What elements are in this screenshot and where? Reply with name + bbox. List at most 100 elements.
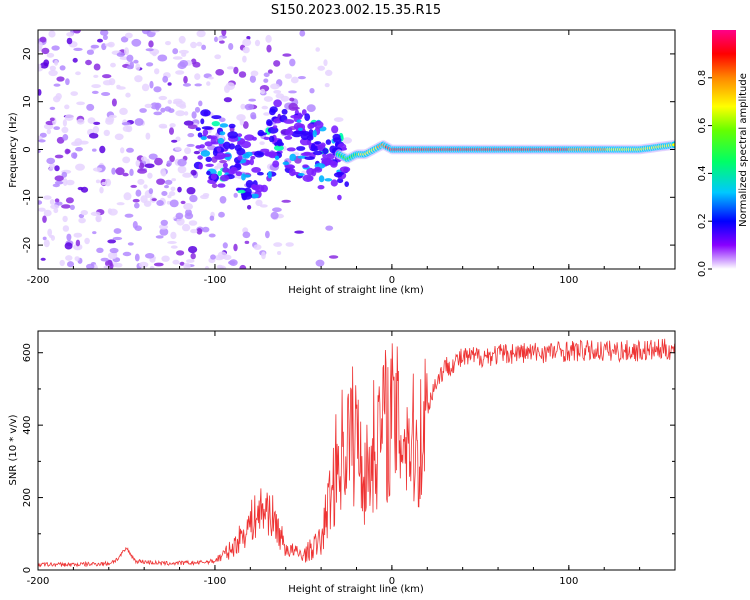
- heatmap-noise-cell: [54, 198, 60, 203]
- snr-axes: -200 -100 0 100 0 200 400 600: [22, 331, 676, 587]
- heatmap-y-tick-label: 10: [22, 95, 33, 108]
- heatmap-noise-cell: [53, 126, 60, 130]
- heatmap-signal-cell: [281, 108, 288, 115]
- heatmap-noise-cell: [216, 162, 224, 169]
- heatmap-noise-cell: [177, 158, 187, 167]
- heatmap-signal-cell: [267, 126, 279, 134]
- heatmap-noise-cell: [122, 125, 131, 132]
- heatmap-y-axis-label: Frequency (Hz): [8, 112, 19, 188]
- heatmap-noise-cell: [134, 75, 143, 83]
- heatmap-noise-cell: [317, 65, 326, 71]
- heatmap-noise-cell: [209, 215, 215, 221]
- heatmap-y-tick-label: 0: [22, 146, 33, 152]
- heatmap-noise-cell: [297, 76, 306, 80]
- heatmap-noise-cell: [156, 200, 164, 206]
- heatmap-noise-cell: [38, 149, 41, 154]
- heatmap-noise-cell: [114, 133, 124, 141]
- heatmap-noise-cell: [273, 242, 283, 247]
- heatmap-noise-cell: [66, 32, 74, 37]
- heatmap-noise-cell: [242, 46, 250, 54]
- heatmap-noise-cell: [78, 217, 86, 224]
- heatmap-signal-cell: [251, 167, 261, 173]
- heatmap-noise-cell: [112, 236, 123, 241]
- heatmap-noise-cell: [148, 188, 154, 195]
- heatmap-signal-cell: [322, 153, 327, 158]
- heatmap-noise-cell: [217, 36, 224, 41]
- heatmap-noise-cell: [325, 69, 333, 76]
- heatmap-noise-cell: [64, 114, 74, 121]
- heatmap-noise-cell: [85, 59, 92, 66]
- heatmap-noise-cell: [54, 180, 64, 185]
- heatmap-signal-cell: [339, 166, 351, 173]
- heatmap-noise-cell: [248, 98, 256, 102]
- heatmap-noise-cell: [134, 225, 142, 231]
- heatmap-x-tick-label: -100: [204, 275, 227, 286]
- heatmap-noise-cell: [61, 126, 69, 134]
- heatmap-noise-cell: [228, 43, 234, 50]
- heatmap-noise-cell: [188, 246, 198, 254]
- heatmap-signal-cell: [297, 173, 305, 176]
- heatmap-noise-cell: [75, 239, 81, 247]
- heatmap-noise-cell: [158, 123, 168, 129]
- heatmap-noise-cell: [120, 36, 129, 43]
- heatmap-noise-cell: [196, 41, 203, 47]
- heatmap-noise-cell: [148, 40, 154, 48]
- heatmap-noise-cell: [125, 92, 131, 98]
- heatmap-signal-cell: [324, 178, 333, 182]
- heatmap-noise-cell: [129, 168, 134, 176]
- heatmap-noise-cell: [263, 72, 270, 78]
- heatmap-noise-cell: [169, 199, 179, 208]
- heatmap-signal-cell: [260, 148, 270, 153]
- heatmap-noise-cell: [263, 96, 273, 102]
- heatmap-signal-cell: [333, 137, 342, 143]
- heatmap-noise-cell: [64, 242, 73, 250]
- heatmap-signal-cell: [210, 136, 217, 145]
- heatmap-noise-cell: [111, 167, 116, 175]
- heatmap-line-core: [672, 143, 675, 147]
- heatmap-noise-cell: [242, 55, 247, 63]
- heatmap-noise-cell: [160, 168, 166, 177]
- heatmap-noise-cell: [50, 204, 60, 210]
- heatmap-noise-cell: [40, 62, 49, 69]
- heatmap-noise-cell: [161, 255, 170, 262]
- heatmap-noise-cell: [116, 52, 125, 57]
- heatmap-noise-cell: [282, 53, 292, 57]
- heatmap-noise-cell: [190, 169, 197, 176]
- heatmap-noise-cell: [175, 110, 186, 117]
- heatmap-noise-cell: [226, 66, 235, 70]
- heatmap-noise-cell: [154, 68, 160, 75]
- heatmap-noise-cell: [49, 106, 56, 110]
- heatmap-signal-cell: [223, 141, 231, 150]
- heatmap-signal-cell: [200, 118, 205, 125]
- heatmap-noise-cell: [72, 152, 77, 159]
- heatmap-noise-cell: [172, 56, 183, 60]
- heatmap-noise-cell: [190, 228, 198, 234]
- heatmap-noise-cell: [64, 148, 70, 155]
- snr-x-tick-label: -100: [204, 576, 227, 587]
- heatmap-noise-cell: [238, 71, 247, 78]
- heatmap-noise-cell: [61, 171, 68, 178]
- heatmap-noise-cell: [151, 198, 157, 202]
- snr-series-line: [38, 338, 675, 568]
- heatmap-signal-cell: [257, 129, 265, 137]
- heatmap-signal-cell: [195, 145, 202, 149]
- heatmap-noise-cell: [176, 217, 185, 226]
- heatmap-signal-cell: [249, 158, 254, 166]
- heatmap-signal-cell: [325, 139, 332, 145]
- heatmap-noise-cell: [124, 32, 133, 39]
- snr-y-tick-label: 200: [22, 488, 33, 507]
- heatmap-noise-cell: [263, 112, 270, 116]
- heatmap-noise-cell: [180, 200, 186, 205]
- heatmap-noise-cell: [217, 251, 227, 260]
- heatmap-signal-cell: [332, 148, 337, 153]
- heatmap-signal-cell: [235, 171, 242, 177]
- heatmap-noise-cell: [247, 205, 252, 210]
- heatmap-noise-cell: [221, 30, 227, 36]
- heatmap-noise-cell: [186, 187, 196, 195]
- heatmap-noise-cell: [59, 65, 66, 71]
- colorbar-tick-label: 0.0: [697, 261, 708, 277]
- heatmap-noise-cell: [141, 30, 150, 35]
- heatmap-noise-cell: [325, 225, 334, 231]
- heatmap-noise-cell: [233, 243, 238, 252]
